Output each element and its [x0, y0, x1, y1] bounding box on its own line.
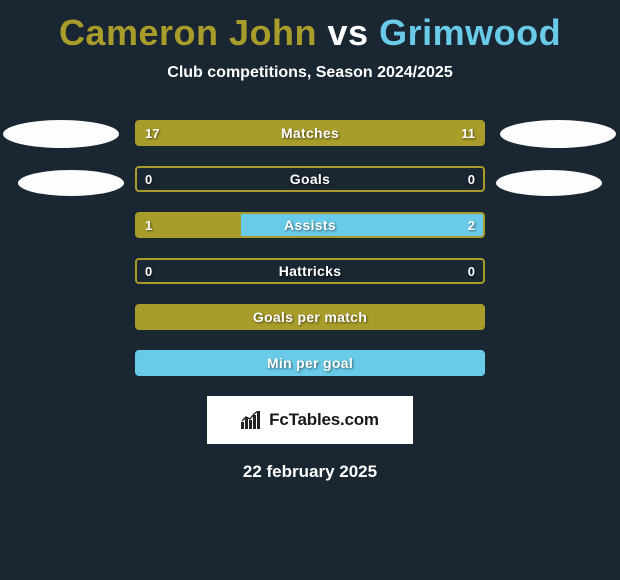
bar-chart-icon [241, 411, 263, 429]
page-title: Cameron John vs Grimwood [0, 0, 620, 54]
stat-value-right: 2 [468, 214, 475, 236]
title-player1: Cameron John [59, 12, 317, 53]
content-area: 17Matches110Goals01Assists20Hattricks0Go… [0, 120, 620, 482]
stat-value-right: 0 [468, 168, 475, 190]
date-text: 22 february 2025 [0, 462, 620, 482]
subtitle: Club competitions, Season 2024/2025 [0, 64, 620, 82]
brand-badge: FcTables.com [207, 396, 413, 444]
stat-bar: 1Assists2 [135, 212, 485, 238]
stat-bar: 0Hattricks0 [135, 258, 485, 284]
stat-label: Matches [137, 122, 483, 144]
brand-text: FcTables.com [269, 410, 379, 430]
stat-bar: 0Goals0 [135, 166, 485, 192]
decorative-ellipse [18, 170, 124, 196]
stat-label: Goals [137, 168, 483, 190]
decorative-ellipse [496, 170, 602, 196]
stat-label: Min per goal [137, 352, 483, 374]
stat-bar: Min per goal [135, 350, 485, 376]
stat-bar: Goals per match [135, 304, 485, 330]
title-player2: Grimwood [379, 12, 561, 53]
stats-bars: 17Matches110Goals01Assists20Hattricks0Go… [135, 120, 485, 376]
stat-label: Assists [137, 214, 483, 236]
decorative-ellipse [3, 120, 119, 148]
stat-label: Goals per match [137, 306, 483, 328]
title-vs: vs [328, 12, 369, 53]
stat-label: Hattricks [137, 260, 483, 282]
stat-bar: 17Matches11 [135, 120, 485, 146]
decorative-ellipse [500, 120, 616, 148]
stat-value-right: 11 [461, 122, 475, 144]
stat-value-right: 0 [468, 260, 475, 282]
